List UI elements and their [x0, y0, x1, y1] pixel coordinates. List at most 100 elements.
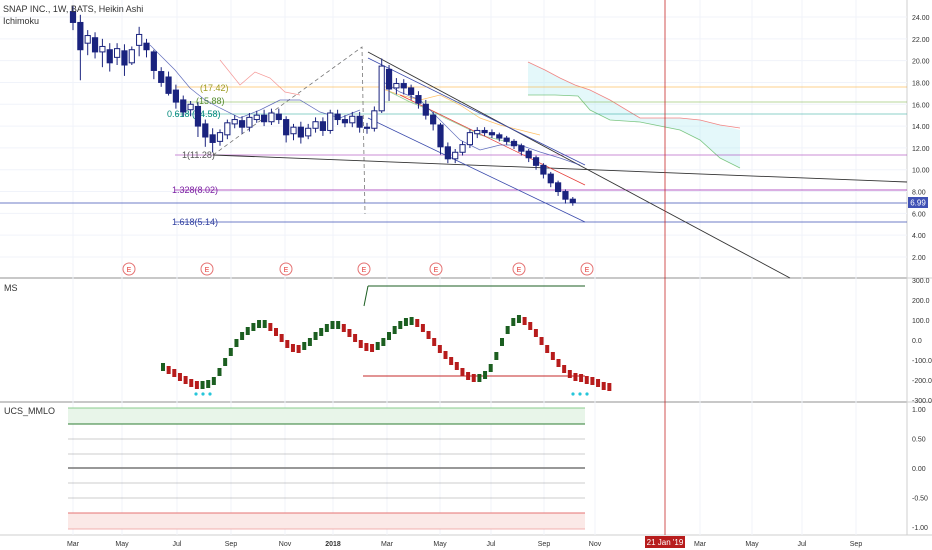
candle-body: [194, 105, 202, 127]
candle: [408, 84, 415, 100]
candle-body: [84, 35, 91, 44]
candle-body: [437, 124, 444, 148]
price-tick-label: 22.00: [912, 37, 930, 44]
candle: [341, 115, 349, 128]
candle: [488, 129, 496, 139]
x-tick-label: Jul: [173, 541, 182, 548]
ms-axis: 300.0 200.0 100.0 0.0 -100.0 -200.0 -300.0: [912, 278, 932, 405]
candle: [356, 111, 363, 133]
earnings-marker[interactable]: E: [357, 262, 371, 276]
candle-body: [268, 112, 275, 123]
candle-body: [555, 182, 562, 193]
earnings-marker[interactable]: E: [200, 262, 214, 276]
candle: [459, 141, 466, 156]
earnings-marker-circle[interactable]: [122, 262, 136, 276]
candle-body: [77, 21, 84, 51]
price-tick-label: 18.00: [912, 80, 930, 87]
candle: [158, 67, 165, 87]
ms-tick-label: 200.0: [912, 298, 930, 305]
ms-bar: [296, 345, 301, 353]
candle-body: [290, 126, 297, 135]
indicator-ichimoku: Ichimoku: [3, 16, 39, 26]
ms-bar: [432, 338, 437, 346]
candle: [305, 123, 312, 140]
candle-body: [150, 51, 157, 71]
ms-bar: [556, 359, 561, 367]
candle: [430, 111, 437, 131]
price-tick-label: 24.00: [912, 15, 930, 22]
earnings-marker[interactable]: E: [512, 262, 526, 276]
ms-bar: [460, 368, 465, 376]
ms-bar: [500, 338, 504, 346]
earnings-marker-circle[interactable]: [357, 262, 371, 276]
candle: [275, 108, 282, 124]
candle: [290, 123, 297, 141]
candle: [481, 127, 488, 136]
ms-bar: [562, 365, 567, 373]
price-tick-label: 6.00: [912, 211, 926, 218]
last-price-tag-bg: [908, 197, 928, 208]
ms-bar: [183, 376, 188, 384]
ms-bar: [324, 324, 329, 332]
candle: [180, 95, 187, 117]
candle: [334, 109, 341, 125]
price-tick-label: 10.00: [912, 168, 930, 175]
candle: [224, 119, 231, 140]
candle: [143, 38, 150, 58]
candle-body: [408, 87, 415, 95]
candle-body: [209, 134, 216, 143]
fib-label-802: 1.328(8.02): [172, 185, 218, 195]
fib-label-1742: (17.42): [200, 83, 229, 93]
ms-bar: [290, 344, 295, 352]
ms-bar: [268, 323, 273, 331]
ms-bar: [387, 332, 391, 340]
ms-bar: [567, 370, 572, 378]
ms-bar: [443, 351, 448, 359]
earnings-marker[interactable]: E: [279, 262, 293, 276]
earnings-marker-circle[interactable]: [580, 262, 594, 276]
ms-bar: [302, 342, 307, 350]
ms-bar: [285, 340, 290, 348]
ms-bar: [516, 315, 521, 323]
price-tick-label: 8.00: [912, 190, 926, 197]
earnings-marker[interactable]: E: [429, 262, 443, 276]
candle: [312, 117, 319, 133]
candle: [172, 84, 180, 109]
earnings-marker-label: E: [127, 267, 132, 274]
ms-bar: [550, 352, 555, 360]
candle: [327, 109, 334, 134]
candle: [496, 132, 503, 142]
price-tick-label: 12.00: [912, 146, 930, 153]
ms-bar: [601, 382, 606, 390]
x-tick-label: May: [115, 541, 129, 548]
candle: [69, 6, 77, 31]
candle: [437, 122, 444, 155]
ms-bar: [336, 321, 341, 329]
candle-body: [430, 114, 437, 125]
earnings-marker[interactable]: E: [580, 262, 594, 276]
candle-body: [172, 89, 180, 103]
candle: [518, 143, 525, 156]
earnings-marker[interactable]: E: [122, 262, 136, 276]
ms-bar: [522, 317, 527, 325]
candle-body: [444, 146, 451, 160]
candle: [415, 91, 422, 109]
ms-bar: [454, 362, 459, 370]
candle-body: [385, 68, 393, 90]
candle-body: [510, 140, 518, 147]
earnings-marker-circle[interactable]: [200, 262, 214, 276]
candle: [77, 14, 84, 81]
candle: [128, 46, 135, 65]
candle-body: [341, 119, 349, 124]
candle: [510, 139, 518, 149]
crosshair-date-label-bg: [645, 536, 685, 548]
earnings-marker-circle[interactable]: [429, 262, 443, 276]
earnings-marker-circle[interactable]: [512, 262, 526, 276]
earnings-marker-circle[interactable]: [279, 262, 293, 276]
x-tick-label: Nov: [589, 541, 602, 548]
ms-bar: [313, 332, 318, 340]
candle-body: [496, 134, 503, 139]
ms-bar: [539, 337, 544, 345]
candle-body: [297, 126, 304, 138]
candle-body: [180, 99, 187, 113]
